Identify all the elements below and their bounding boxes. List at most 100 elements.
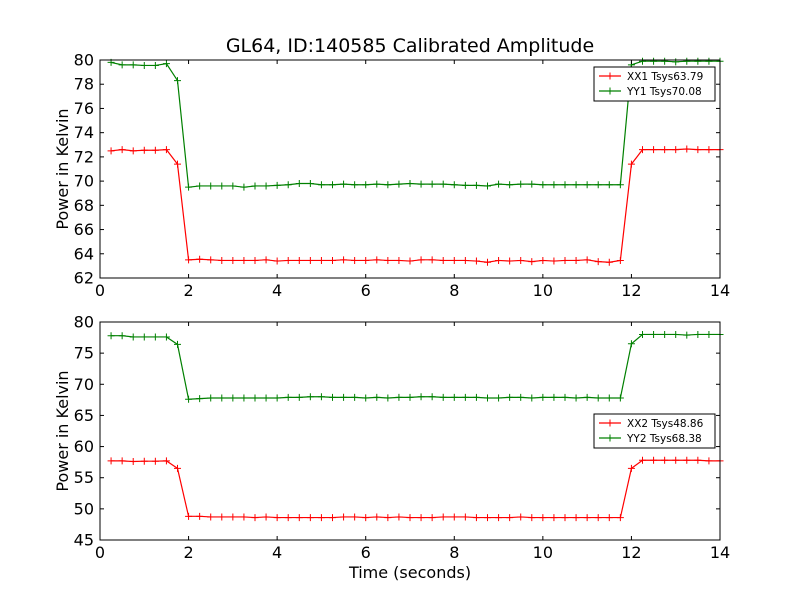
bottom-panel: 0 2 4 6 8 10 12 14 45 50 55 60 65 70 75 80 Power in Kelv… bbox=[53, 313, 730, 583]
data-point bbox=[683, 456, 691, 464]
data-point bbox=[129, 333, 137, 341]
data-point bbox=[605, 258, 613, 266]
data-point bbox=[351, 513, 359, 521]
data-point bbox=[705, 457, 713, 465]
x-tick-label: 10 bbox=[533, 543, 553, 562]
data-point bbox=[572, 394, 580, 402]
x-tick-label: 10 bbox=[533, 281, 553, 300]
data-point bbox=[594, 181, 602, 189]
data-point bbox=[561, 514, 569, 522]
data-point bbox=[329, 181, 336, 189]
x-tick-label: 2 bbox=[183, 543, 193, 562]
data-point bbox=[317, 256, 325, 264]
data-point bbox=[572, 181, 580, 189]
data-point bbox=[295, 393, 303, 401]
data-point bbox=[317, 393, 325, 401]
data-point bbox=[661, 330, 669, 338]
data-point bbox=[539, 514, 547, 522]
data-point bbox=[550, 393, 558, 401]
data-point bbox=[151, 61, 159, 69]
legend-label: XX1 Tsys63.79 bbox=[627, 71, 703, 83]
data-point bbox=[207, 182, 215, 190]
data-point bbox=[384, 181, 392, 189]
data-point bbox=[284, 181, 292, 189]
data-point bbox=[273, 257, 281, 265]
data-point bbox=[273, 394, 281, 402]
data-point bbox=[461, 256, 469, 264]
y-tick-label: 75 bbox=[74, 344, 94, 363]
data-point bbox=[140, 333, 148, 341]
x-tick-label: 0 bbox=[95, 543, 105, 562]
series-yy2 bbox=[107, 330, 724, 403]
data-point bbox=[262, 256, 270, 264]
y-axis-label: Power in Kelvin bbox=[53, 108, 72, 229]
top-panel: GL64, ID:140585 Calibrated Amplitude 0 2 4 6… bbox=[53, 35, 730, 300]
data-point bbox=[129, 458, 137, 466]
data-point bbox=[306, 393, 314, 401]
data-point bbox=[240, 394, 248, 402]
data-point bbox=[705, 57, 713, 65]
data-point bbox=[428, 180, 436, 188]
data-point bbox=[683, 57, 691, 65]
x-tick-label: 2 bbox=[183, 281, 193, 300]
data-point bbox=[185, 512, 193, 520]
data-point bbox=[517, 256, 525, 264]
data-point bbox=[506, 393, 514, 401]
legend-marker bbox=[606, 419, 614, 427]
data-point bbox=[373, 256, 381, 264]
x-tick-label: 8 bbox=[449, 281, 459, 300]
data-point bbox=[284, 256, 292, 264]
data-point bbox=[362, 394, 370, 402]
data-point bbox=[384, 256, 392, 264]
plot-area-frame bbox=[99, 59, 721, 279]
data-point bbox=[495, 180, 503, 188]
data-point bbox=[683, 145, 691, 153]
y-tick-label: 64 bbox=[74, 244, 94, 263]
data-point bbox=[273, 181, 281, 189]
legend-label: YY1 Tsys70.08 bbox=[626, 86, 702, 98]
data-point bbox=[273, 514, 281, 522]
data-point bbox=[107, 147, 115, 155]
data-point bbox=[506, 257, 514, 265]
data-point bbox=[484, 182, 491, 190]
data-point bbox=[162, 333, 170, 341]
data-point bbox=[140, 457, 148, 465]
data-point bbox=[262, 513, 270, 521]
data-point bbox=[672, 146, 680, 154]
y-tick-label: 80 bbox=[74, 51, 94, 70]
data-point bbox=[627, 464, 635, 472]
data-point bbox=[583, 256, 591, 264]
series-xx2 bbox=[107, 456, 724, 522]
data-point bbox=[306, 256, 314, 264]
data-point bbox=[162, 457, 170, 465]
data-point bbox=[528, 394, 536, 402]
data-point bbox=[140, 146, 148, 154]
data-point bbox=[672, 456, 680, 464]
data-point bbox=[650, 57, 658, 65]
data-point bbox=[262, 394, 270, 402]
data-point bbox=[484, 394, 491, 402]
data-point bbox=[450, 513, 458, 521]
data-point bbox=[284, 393, 292, 401]
data-point bbox=[439, 393, 447, 401]
data-point bbox=[240, 513, 248, 521]
y-tick-label: 66 bbox=[74, 220, 94, 239]
data-point bbox=[439, 513, 447, 521]
data-point bbox=[639, 146, 646, 154]
data-point bbox=[373, 513, 381, 521]
data-point bbox=[229, 394, 237, 402]
data-point bbox=[362, 181, 370, 189]
data-point bbox=[639, 330, 646, 338]
data-point bbox=[118, 332, 126, 340]
data-point bbox=[240, 183, 248, 191]
data-point bbox=[417, 393, 425, 401]
data-point bbox=[362, 256, 370, 264]
data-point bbox=[583, 393, 591, 401]
x-tick-label: 12 bbox=[621, 281, 641, 300]
data-point bbox=[594, 394, 602, 402]
data-point bbox=[162, 60, 170, 68]
data-point bbox=[174, 340, 181, 348]
data-point bbox=[340, 393, 348, 401]
data-point bbox=[185, 256, 193, 264]
data-point bbox=[417, 180, 425, 188]
